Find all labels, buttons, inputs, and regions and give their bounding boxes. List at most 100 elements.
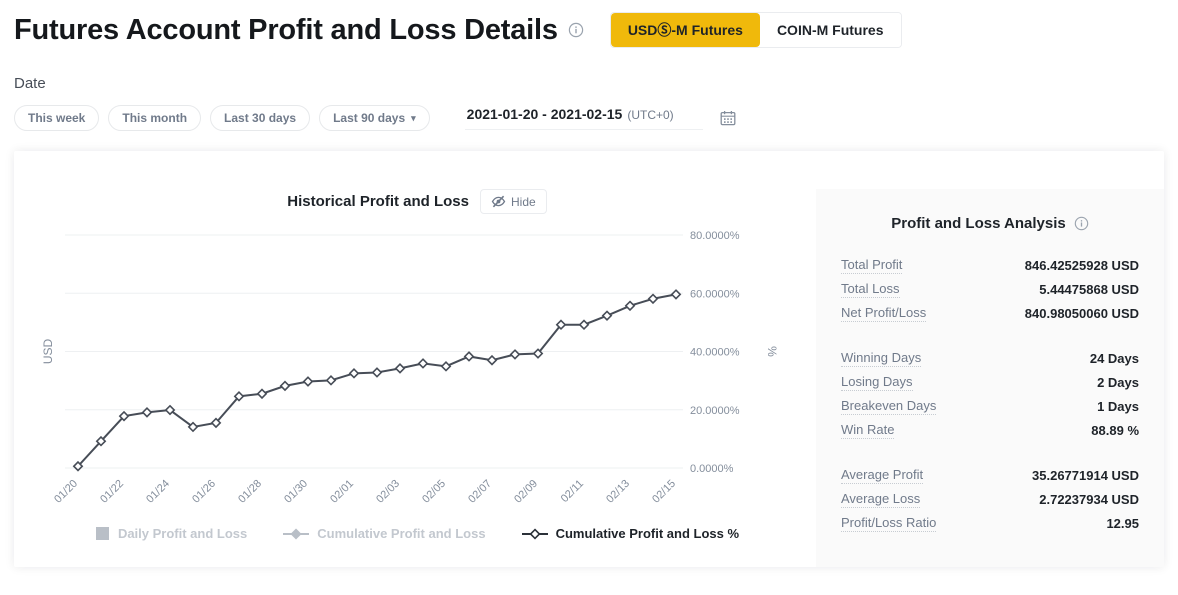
x-axis-tick: 02/11 [559,478,586,505]
preset-label: This month [122,111,188,125]
data-point[interactable] [233,391,245,402]
data-point[interactable] [256,388,268,400]
analysis-label[interactable]: Average Profit [841,466,924,484]
date-section-label: Date [14,75,46,92]
analysis-panel: Profit and Loss Analysis Total Profit 846… [816,189,1164,567]
data-point[interactable] [210,417,222,429]
date-range-value: 2021-01-20 - 2021-02-15 [466,106,623,122]
left-axis-label: USD [41,339,55,365]
analysis-row-average-profit: Average Profit 35.26771914 USD [841,463,1139,487]
analysis-row-breakeven-days: Breakeven Days 1 Days [841,394,1139,418]
analysis-label[interactable]: Average Loss [841,490,921,508]
analysis-row-total-profit: Total Profit 846.42525928 USD [841,253,1139,277]
legend-item-cumulative-profit-and-loss[interactable]: Cumulative Profit and Loss [283,526,486,541]
chart-title: Historical Profit and Loss [287,193,469,210]
data-point[interactable] [371,367,383,378]
y-axis-tick: 80.0000% [690,230,740,242]
chevron-down-icon: ▾ [411,112,416,123]
analysis-row-net-profit-loss: Net Profit/Loss 840.98050060 USD [841,301,1139,325]
main-card: Historical Profit and Loss Hide 0.0000% 2… [14,151,1164,567]
data-point[interactable] [279,380,291,392]
analysis-row-losing-days: Losing Days 2 Days [841,370,1139,394]
analysis-rows: Total Profit 846.42525928 USD Total Loss 5.… [841,253,1139,535]
data-point[interactable] [325,375,337,386]
hide-button-label: Hide [511,194,536,209]
tab-coin-m-futures[interactable]: COIN-M Futures [759,13,901,47]
date-presets: This week This month Last 30 days Last 90 d… [14,105,439,131]
x-axis-tick: 02/03 [374,478,402,506]
x-axis-tick: 02/05 [420,478,448,506]
data-point[interactable] [578,319,590,331]
analysis-group: Average Profit 35.26771914 USD Average Los… [841,463,1139,535]
analysis-label[interactable]: Win Rate [841,421,895,439]
analysis-label[interactable]: Breakeven Days [841,397,937,415]
analysis-value: 2.72237934 USD [1039,491,1139,507]
date-range-input[interactable]: 2021-01-20 - 2021-02-15 (UTC+0) [464,106,703,130]
line-solid-diamond-marker-icon [283,527,310,541]
x-axis-tick: 02/09 [512,478,540,506]
x-axis-tick: 02/07 [466,478,494,506]
eye-slash-icon [491,194,506,209]
legend-item-cumulative-profit-and-loss[interactable]: Cumulative Profit and Loss % [521,526,739,541]
data-point[interactable] [164,404,176,416]
data-point[interactable] [486,354,498,366]
data-point[interactable] [394,363,406,374]
preset-label: Last 30 days [224,111,297,125]
preset-label: This week [28,111,86,125]
series-line [77,293,677,467]
futures-type-toggle: USDⓈ-M Futures COIN-M Futures [609,12,902,48]
analysis-value: 846.42525928 USD [1024,257,1139,273]
header: Futures Account Profit and Loss Details … [0,0,1178,48]
data-point[interactable] [302,376,314,387]
legend-item-daily-profit-and-loss[interactable]: Daily Profit and Loss [95,526,247,541]
data-point[interactable] [463,351,475,362]
y-axis-tick: 60.0000% [690,288,740,300]
data-point[interactable] [532,348,544,359]
analysis-label[interactable]: Total Loss [841,280,900,298]
x-axis-tick: 01/30 [282,478,310,506]
tab-usds-m-futures[interactable]: USDⓈ-M Futures [610,13,760,47]
preset-label: Last 90 days [333,111,406,125]
line-hollow-diamond-marker-icon [521,527,548,541]
data-point[interactable] [417,358,429,369]
data-point[interactable] [141,407,153,418]
data-point[interactable] [555,319,567,331]
y-axis-tick: 40.0000% [690,347,740,359]
data-point[interactable] [670,289,682,300]
analysis-value: 5.44475868 USD [1039,281,1139,297]
analysis-label[interactable]: Total Profit [841,256,903,274]
data-point[interactable] [509,349,521,360]
preset-last-30-days[interactable]: Last 30 days [210,105,311,131]
data-point[interactable] [348,368,360,379]
data-point[interactable] [440,361,452,372]
analysis-label[interactable]: Net Profit/Loss [841,304,927,322]
preset-last-90-days[interactable]: Last 90 days ▾ [319,105,430,131]
analysis-value: 12.95 [1106,515,1139,531]
data-point[interactable] [187,421,199,433]
title-info-icon[interactable] [568,22,584,38]
analysis-label[interactable]: Profit/Loss Ratio [841,514,937,532]
data-point[interactable] [118,410,130,422]
legend-label: Daily Profit and Loss [117,526,248,541]
data-point[interactable] [72,460,84,472]
analysis-label[interactable]: Losing Days [841,373,913,391]
calendar-icon[interactable] [719,109,737,127]
preset-this-month[interactable]: This month [108,105,202,131]
analysis-group: Total Profit 846.42525928 USD Total Loss 5.… [841,253,1139,325]
analysis-info-icon[interactable] [1074,216,1089,231]
x-axis-tick: 01/24 [144,478,172,506]
analysis-value: 1 Days [1097,398,1139,414]
right-axis-label: % [765,346,779,357]
analysis-label[interactable]: Winning Days [841,349,922,367]
x-axis-tick: 02/01 [328,478,356,506]
filter-row: This week This month Last 30 days Last 90 d… [14,105,1178,131]
data-point[interactable] [95,435,107,447]
analysis-value: 840.98050060 USD [1024,305,1139,321]
data-point[interactable] [624,300,636,312]
analysis-row-total-loss: Total Loss 5.44475868 USD [841,277,1139,301]
analysis-row-win-rate: Win Rate 88.89 % [841,418,1139,442]
preset-this-week[interactable]: This week [14,105,100,131]
data-point[interactable] [601,310,613,322]
data-point[interactable] [647,293,659,305]
hide-chart-button[interactable]: Hide [480,189,547,214]
